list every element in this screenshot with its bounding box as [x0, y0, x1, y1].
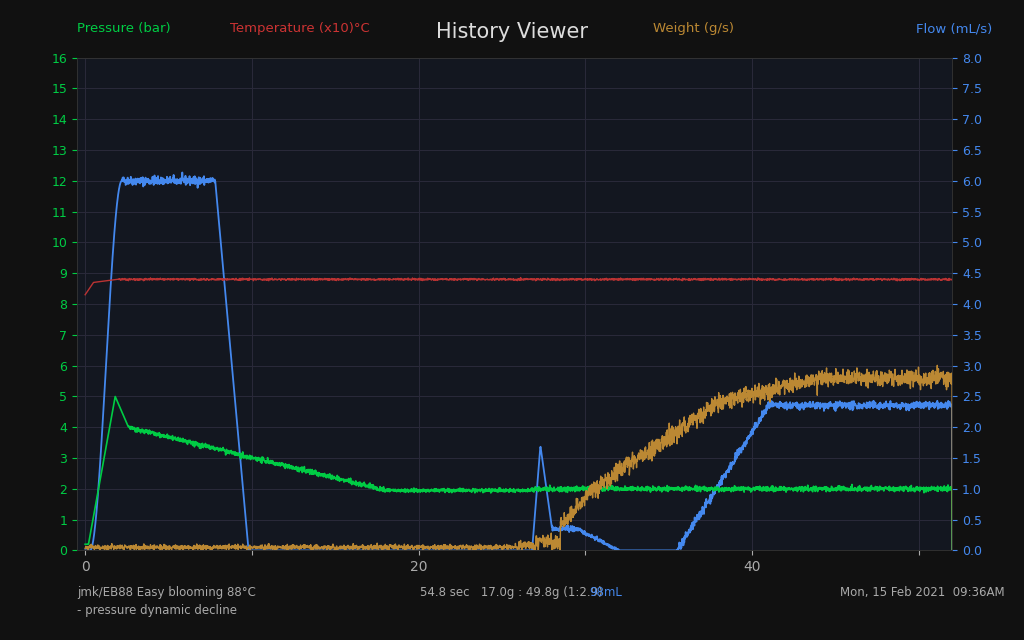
Text: Temperature (x10)°C: Temperature (x10)°C [230, 22, 370, 35]
Text: 98mL: 98mL [589, 586, 622, 598]
Text: Pressure (bar): Pressure (bar) [77, 22, 170, 35]
Text: History Viewer: History Viewer [436, 22, 588, 42]
Text: Weight (g/s): Weight (g/s) [653, 22, 734, 35]
Text: Flow (mL/s): Flow (mL/s) [916, 22, 992, 35]
Text: 54.8 sec   17.0g : 49.8g (1:2.9): 54.8 sec 17.0g : 49.8g (1:2.9) [420, 586, 613, 598]
Text: jmk/EB88 Easy blooming 88°C
- pressure dynamic decline: jmk/EB88 Easy blooming 88°C - pressure d… [77, 586, 256, 616]
Text: Mon, 15 Feb 2021  09:36AM: Mon, 15 Feb 2021 09:36AM [840, 586, 1005, 598]
